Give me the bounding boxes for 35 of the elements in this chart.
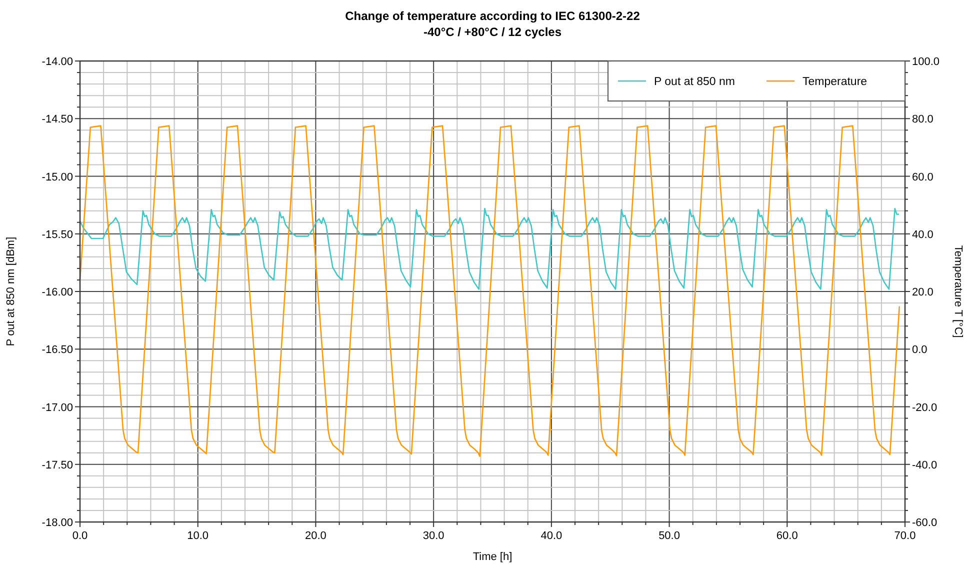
x-tick-label: 50.0	[658, 530, 680, 542]
legend-label: Temperature	[802, 76, 868, 88]
y2-tick-label: 60.0	[912, 171, 934, 184]
line-series	[79, 125, 900, 457]
y2-tick-label: 40.0	[912, 228, 934, 241]
y-tick-label: -17.00	[42, 402, 73, 414]
x-tick-label: 40.0	[540, 530, 562, 542]
line-series	[79, 208, 900, 290]
y2-tick-label: -60.0	[912, 517, 938, 529]
x-tick-label: 60.0	[776, 530, 798, 542]
chart-title: Change of temperature according to IEC 61300-2-22	[345, 9, 640, 23]
x-tick-label: 30.0	[422, 530, 444, 542]
x-axis-title: Time [h]	[472, 551, 512, 563]
y2-tick-label: 80.0	[912, 114, 934, 126]
y-tick-label: -16.00	[42, 286, 73, 298]
y2-tick-label: -40.0	[912, 459, 938, 472]
chart-subtitle: -40°C / +80°C / 12 cycles	[423, 25, 562, 39]
y-tick-label: -18.00	[42, 517, 73, 529]
y2-tick-label: 100.0	[912, 56, 940, 68]
y-tick-label: -15.50	[42, 228, 73, 241]
y-tick-label: -14.00	[42, 56, 73, 68]
x-tick-label: 20.0	[305, 530, 326, 542]
y2-tick-label: 20.0	[912, 286, 934, 298]
legend-label: P out at 850 nm	[654, 76, 735, 88]
x-tick-label: 0.0	[72, 530, 88, 542]
x-tick-label: 70.0	[894, 530, 916, 542]
y-tick-label: -14.50	[42, 114, 73, 126]
x-tick-label: 10.0	[187, 530, 209, 542]
y-tick-label: -15.00	[42, 171, 73, 184]
y-axis-title: P out at 850 nm [dBm]	[5, 236, 17, 346]
y-tick-label: -17.50	[42, 459, 73, 472]
y-tick-label: -16.50	[42, 344, 73, 356]
y2-tick-label: 0.0	[912, 344, 928, 356]
y2-tick-label: -20.0	[912, 402, 938, 414]
y2-axis-title: Temperature T [°C]	[952, 245, 964, 338]
